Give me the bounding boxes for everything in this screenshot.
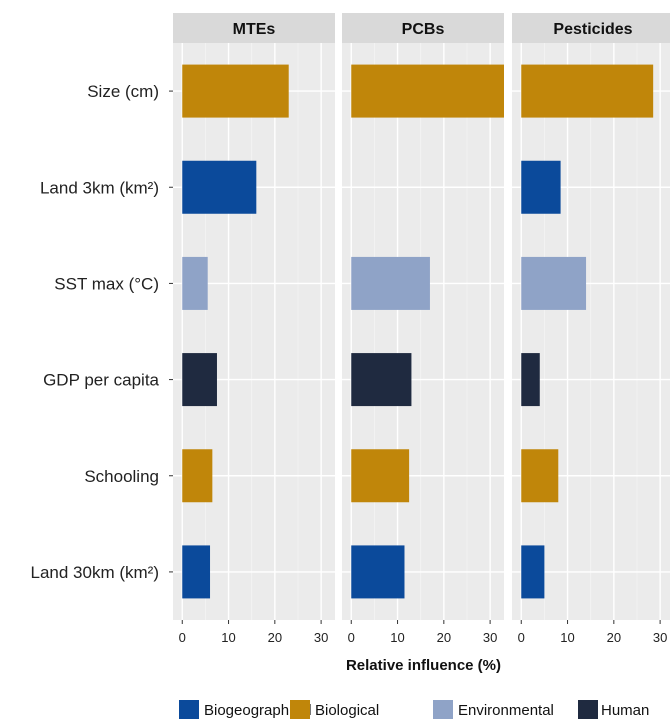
x-tick-label: 10 <box>560 630 574 645</box>
x-tick-label: 0 <box>518 630 525 645</box>
bar-1-3 <box>351 353 412 407</box>
facet-title-1: PCBs <box>402 21 445 38</box>
bar-0-0 <box>182 64 289 118</box>
y-category-label: Land 30km (km²) <box>31 563 159 582</box>
facet-title-0: MTEs <box>233 21 276 38</box>
x-tick-label: 30 <box>653 630 667 645</box>
legend-label-3: Human <box>601 702 649 719</box>
x-tick-label: 0 <box>348 630 355 645</box>
x-tick-label: 10 <box>221 630 235 645</box>
bar-1-4 <box>351 449 410 503</box>
facet-strip-2 <box>512 13 670 43</box>
legend-swatch-2 <box>433 700 453 719</box>
bar-2-4 <box>521 449 559 503</box>
y-category-label: Schooling <box>84 467 159 486</box>
legend-label-2: Environmental <box>458 702 554 719</box>
x-tick-label: 20 <box>268 630 282 645</box>
bar-2-5 <box>521 545 545 599</box>
bar-0-1 <box>182 160 257 214</box>
x-tick-label: 20 <box>607 630 621 645</box>
bar-2-0 <box>521 64 654 118</box>
facet-strip-0 <box>173 13 335 43</box>
bar-0-4 <box>182 449 213 503</box>
legend-swatch-3 <box>578 700 598 719</box>
legend-label-0: Biogeographical <box>204 702 312 719</box>
x-tick-label: 20 <box>437 630 451 645</box>
bar-1-2 <box>351 256 430 310</box>
y-category-label: Land 3km (km²) <box>40 178 159 197</box>
bar-0-5 <box>182 545 211 599</box>
y-category-label: GDP per capita <box>43 371 159 390</box>
facet-title-2: Pesticides <box>553 21 632 38</box>
bar-2-2 <box>521 256 587 310</box>
bar-1-0 <box>351 64 504 118</box>
legend-swatch-0 <box>179 700 199 719</box>
bar-0-2 <box>182 256 208 310</box>
y-category-label: SST max (°C) <box>54 274 159 293</box>
panel-background-1 <box>342 43 504 620</box>
panel-background-0 <box>173 43 335 620</box>
facet-strip-1 <box>342 13 504 43</box>
legend-label-1: Biological <box>315 702 379 719</box>
bar-2-3 <box>521 353 540 407</box>
x-tick-label: 10 <box>390 630 404 645</box>
x-tick-label: 30 <box>483 630 497 645</box>
bar-1-5 <box>351 545 405 599</box>
y-category-label: Size (cm) <box>87 82 159 101</box>
x-tick-label: 0 <box>179 630 186 645</box>
legend-swatch-1 <box>290 700 310 719</box>
x-tick-label: 30 <box>314 630 328 645</box>
bar-0-3 <box>182 353 217 407</box>
x-axis-title: Relative influence (%) <box>346 657 501 674</box>
bar-2-1 <box>521 160 561 214</box>
